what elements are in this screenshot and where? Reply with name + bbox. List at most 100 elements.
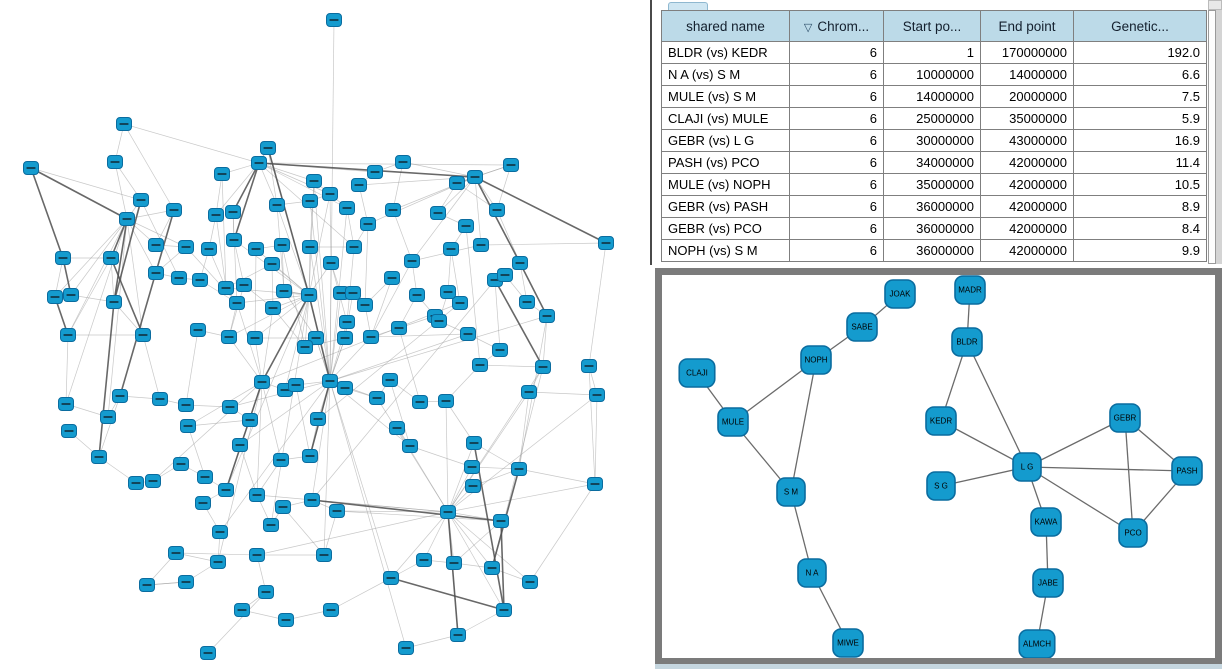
network-node[interactable] bbox=[323, 256, 339, 270]
network-node[interactable] bbox=[385, 203, 401, 217]
network-node[interactable] bbox=[133, 193, 149, 207]
network-node[interactable] bbox=[346, 240, 362, 254]
network-node[interactable] bbox=[329, 504, 345, 518]
network-node[interactable] bbox=[214, 167, 230, 181]
network-node[interactable] bbox=[247, 331, 263, 345]
network-node[interactable] bbox=[337, 331, 353, 345]
network-node[interactable] bbox=[178, 398, 194, 412]
network-node[interactable] bbox=[382, 373, 398, 387]
network-node[interactable] bbox=[302, 240, 318, 254]
column-header-1[interactable]: ▽ Chrom... bbox=[789, 10, 884, 42]
network-node[interactable] bbox=[598, 236, 614, 250]
network-node-noph[interactable]: NOPH bbox=[800, 345, 832, 375]
network-node[interactable] bbox=[135, 328, 151, 342]
network-node[interactable] bbox=[106, 295, 122, 309]
network-node[interactable] bbox=[221, 330, 237, 344]
column-header-4[interactable]: Genetic... bbox=[1073, 10, 1207, 42]
network-node[interactable] bbox=[297, 340, 313, 354]
network-node[interactable] bbox=[195, 496, 211, 510]
network-node[interactable] bbox=[171, 271, 187, 285]
network-node[interactable] bbox=[103, 251, 119, 265]
network-node[interactable] bbox=[310, 412, 326, 426]
table-row[interactable]: N A (vs) S M 6 10000000 14000000 6.6 bbox=[661, 63, 1207, 86]
network-node[interactable] bbox=[581, 359, 597, 373]
table-row[interactable]: BLDR (vs) KEDR 6 1 170000000 192.0 bbox=[661, 41, 1207, 64]
network-node-joak[interactable]: JOAK bbox=[884, 279, 916, 309]
network-node[interactable] bbox=[200, 646, 216, 660]
network-node[interactable] bbox=[345, 286, 361, 300]
network-node[interactable] bbox=[212, 525, 228, 539]
network-node[interactable] bbox=[61, 424, 77, 438]
table-tab-stub[interactable] bbox=[668, 2, 708, 11]
network-node[interactable] bbox=[254, 375, 270, 389]
network-node[interactable] bbox=[47, 290, 63, 304]
network-node[interactable] bbox=[306, 174, 322, 188]
network-node[interactable] bbox=[278, 613, 294, 627]
network-node-almch[interactable]: ALMCH bbox=[1018, 629, 1056, 658]
table-row[interactable]: MULE (vs) NOPH 6 35000000 42000000 10.5 bbox=[661, 173, 1207, 196]
network-node[interactable] bbox=[304, 493, 320, 507]
network-node[interactable] bbox=[351, 178, 367, 192]
network-node[interactable] bbox=[412, 395, 428, 409]
network-node[interactable] bbox=[63, 288, 79, 302]
network-node[interactable] bbox=[360, 217, 376, 231]
network-node[interactable] bbox=[467, 170, 483, 184]
network-node[interactable] bbox=[276, 284, 292, 298]
network-node[interactable] bbox=[242, 413, 258, 427]
network-node-kedr[interactable]: KEDR bbox=[925, 406, 957, 436]
network-node[interactable] bbox=[493, 514, 509, 528]
network-node[interactable] bbox=[389, 421, 405, 435]
network-node[interactable] bbox=[58, 397, 74, 411]
network-node[interactable] bbox=[384, 271, 400, 285]
network-node-l-g[interactable]: L G bbox=[1012, 452, 1042, 482]
network-node[interactable] bbox=[302, 194, 318, 208]
network-node[interactable] bbox=[226, 233, 242, 247]
network-node[interactable] bbox=[249, 488, 265, 502]
network-node[interactable] bbox=[369, 391, 385, 405]
network-node[interactable] bbox=[535, 360, 551, 374]
network-node[interactable] bbox=[449, 176, 465, 190]
network-node[interactable] bbox=[229, 296, 245, 310]
network-node[interactable] bbox=[404, 254, 420, 268]
network-node[interactable] bbox=[339, 315, 355, 329]
network-node[interactable] bbox=[145, 474, 161, 488]
network-node[interactable] bbox=[440, 285, 456, 299]
network-node[interactable] bbox=[302, 449, 318, 463]
network-overview-canvas[interactable] bbox=[0, 0, 655, 669]
network-node-jabe[interactable]: JABE bbox=[1032, 568, 1064, 598]
network-node[interactable] bbox=[210, 555, 226, 569]
network-node[interactable] bbox=[496, 603, 512, 617]
network-node[interactable] bbox=[416, 553, 432, 567]
network-node[interactable] bbox=[367, 165, 383, 179]
network-node[interactable] bbox=[539, 309, 555, 323]
column-header-2[interactable]: Start po... bbox=[883, 10, 981, 42]
network-node[interactable] bbox=[587, 477, 603, 491]
network-node[interactable] bbox=[180, 419, 196, 433]
network-node[interactable] bbox=[55, 251, 71, 265]
network-node[interactable] bbox=[363, 330, 379, 344]
network-node[interactable] bbox=[119, 212, 135, 226]
network-node[interactable] bbox=[178, 240, 194, 254]
network-node-claji[interactable]: CLAJI bbox=[678, 358, 716, 388]
network-node[interactable] bbox=[116, 117, 132, 131]
table-row[interactable]: MULE (vs) S M 6 14000000 20000000 7.5 bbox=[661, 85, 1207, 108]
network-node[interactable] bbox=[139, 578, 155, 592]
network-node[interactable] bbox=[450, 628, 466, 642]
network-node[interactable] bbox=[264, 257, 280, 271]
network-node[interactable] bbox=[152, 392, 168, 406]
network-node[interactable] bbox=[489, 203, 505, 217]
network-node[interactable] bbox=[274, 238, 290, 252]
table-vertical-scrollbar[interactable] bbox=[1208, 10, 1216, 264]
network-node-s-g[interactable]: S G bbox=[926, 471, 956, 501]
network-node[interactable] bbox=[248, 242, 264, 256]
network-node[interactable] bbox=[148, 238, 164, 252]
network-node[interactable] bbox=[218, 281, 234, 295]
network-node[interactable] bbox=[112, 389, 128, 403]
network-node-n-a[interactable]: N A bbox=[797, 558, 827, 588]
network-node[interactable] bbox=[323, 603, 339, 617]
network-node[interactable] bbox=[391, 321, 407, 335]
network-node-madr[interactable]: MADR bbox=[954, 275, 986, 305]
network-node[interactable] bbox=[260, 141, 276, 155]
filter-icon[interactable]: ▽ bbox=[803, 21, 813, 34]
network-node[interactable] bbox=[333, 286, 349, 300]
